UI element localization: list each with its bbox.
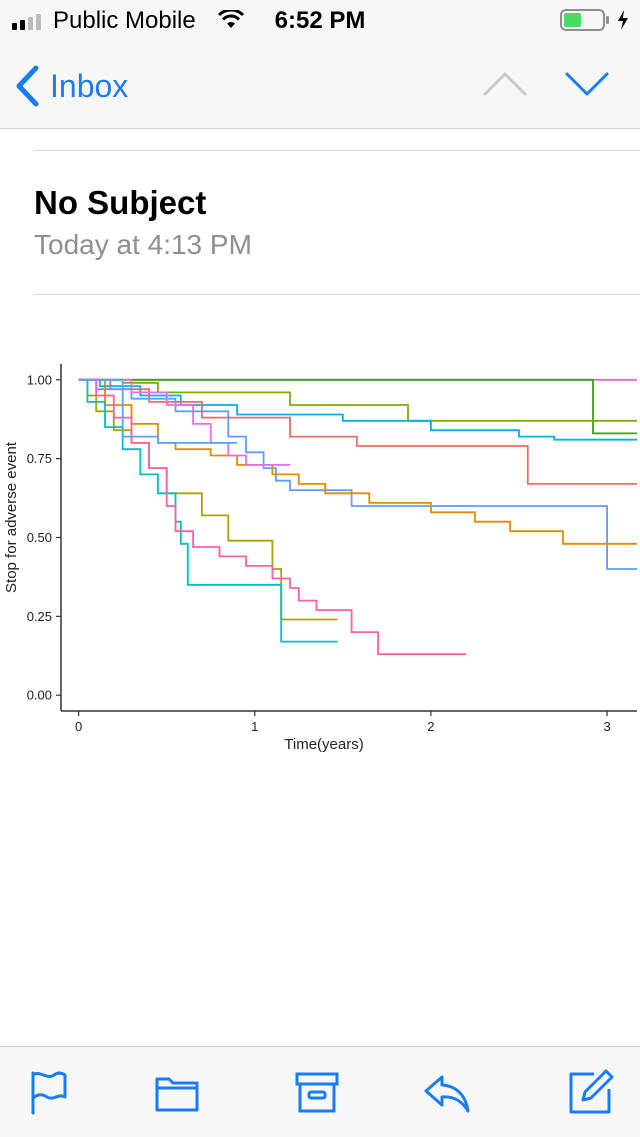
chevron-down-icon[interactable] xyxy=(564,68,610,100)
series-line-8 xyxy=(78,378,338,621)
series-line-9 xyxy=(78,378,338,643)
flag-icon xyxy=(31,1071,67,1115)
series-line-10 xyxy=(78,378,467,656)
status-time: 6:52 PM xyxy=(274,7,366,34)
carrier-name: Public Mobile xyxy=(53,7,196,34)
move-to-folder-button[interactable] xyxy=(154,1069,200,1115)
series-line-3 xyxy=(78,378,637,422)
series-line-4 xyxy=(78,378,637,441)
charging-bolt-icon xyxy=(618,10,628,30)
header-divider-bottom xyxy=(34,294,640,295)
y-tick-label: 0.00 xyxy=(27,688,52,703)
series-line-12 xyxy=(78,378,238,444)
reply-button[interactable] xyxy=(424,1069,470,1115)
series-line-7 xyxy=(78,378,637,545)
y-tick-label: 0.50 xyxy=(27,530,52,545)
survival-chart: 0.00 0.25 0.50 0.75 1.00 0 1 2 3 Time(years) Sto… xyxy=(3,364,637,753)
navigation-bar: Inbox xyxy=(0,40,640,129)
x-axis-label: Time(years) xyxy=(284,736,363,753)
series-line-6 xyxy=(78,378,637,570)
y-tick-label: 1.00 xyxy=(27,372,52,387)
back-to-inbox-button[interactable]: Inbox xyxy=(14,64,128,108)
wifi-icon xyxy=(218,10,244,28)
archive-button[interactable] xyxy=(294,1069,340,1115)
flag-button[interactable] xyxy=(26,1069,72,1115)
status-bar: Public Mobile 6:52 PM xyxy=(0,0,640,40)
header-divider-top xyxy=(34,150,640,151)
x-tick-label: 0 xyxy=(75,719,82,734)
back-label: Inbox xyxy=(50,67,129,104)
message-subject: No Subject xyxy=(34,184,207,221)
y-tick-label: 0.25 xyxy=(27,609,52,624)
x-tick-label: 1 xyxy=(251,719,258,734)
series-line-2 xyxy=(78,378,637,435)
chevron-up-icon[interactable] xyxy=(482,68,528,100)
x-tick-label: 2 xyxy=(427,719,434,734)
chevron-left-icon xyxy=(16,65,39,107)
chart-ticks-group: 0.00 0.25 0.50 0.75 1.00 0 1 2 3 xyxy=(27,372,611,734)
folder-icon xyxy=(155,1077,199,1112)
y-axis-label: Stop for adverse event xyxy=(3,441,20,593)
signal-strength-icon xyxy=(12,14,41,30)
compose-button[interactable] xyxy=(568,1069,614,1115)
x-tick-label: 3 xyxy=(603,719,610,734)
chart-series-group xyxy=(78,378,637,656)
message-date: Today at 4:13 PM xyxy=(34,229,252,260)
bottom-toolbar xyxy=(0,1046,640,1137)
reply-icon xyxy=(424,1075,470,1113)
series-line-11 xyxy=(78,378,290,466)
archive-icon xyxy=(295,1072,339,1113)
battery-icon xyxy=(560,9,609,31)
y-tick-label: 0.75 xyxy=(27,451,52,466)
compose-icon xyxy=(569,1069,614,1114)
